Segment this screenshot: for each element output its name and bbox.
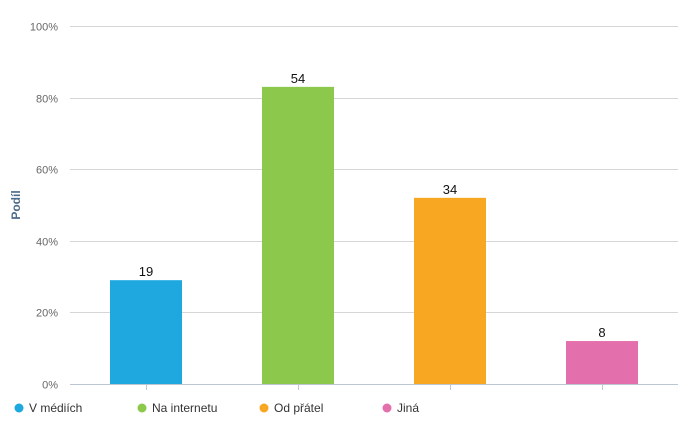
data-label: 34: [443, 182, 457, 197]
legend-label: Od přátel: [274, 401, 323, 415]
legend-marker: [137, 403, 147, 413]
y-tick-label: 40%: [36, 237, 58, 249]
data-label: 19: [139, 264, 153, 279]
y-tick-label: 100%: [30, 22, 58, 34]
y-tick-label: 20%: [36, 308, 58, 320]
y-tick-label: 0%: [42, 380, 58, 392]
legend-item[interactable]: Na internetu: [137, 401, 218, 415]
legend-marker: [259, 403, 269, 413]
data-label: 54: [291, 71, 305, 86]
y-tick-label: 80%: [36, 94, 58, 106]
data-label: 8: [598, 325, 605, 340]
legend-label: V médiích: [29, 401, 82, 415]
legend-marker: [382, 403, 392, 413]
legend-item[interactable]: Jiná: [382, 401, 420, 415]
bars: [110, 86, 638, 390]
legend-item[interactable]: Od přátel: [259, 401, 324, 415]
y-axis-ticks: 0% 20% 40% 60% 80% 100%: [30, 22, 58, 392]
legend: V médiích Na internetu Od přátel Jiná: [14, 401, 420, 415]
bar: [110, 280, 182, 384]
y-tick-label: 60%: [36, 165, 58, 177]
bar: [262, 86, 334, 385]
legend-label: Na internetu: [152, 401, 217, 415]
legend-item[interactable]: V médiích: [14, 401, 83, 415]
data-labels: 19 54 34 8: [139, 71, 606, 340]
legend-marker: [14, 403, 24, 413]
legend-label: Jiná: [397, 401, 419, 415]
bar: [414, 197, 486, 384]
y-axis-title: Podíl: [9, 190, 23, 219]
bar: [566, 341, 638, 384]
